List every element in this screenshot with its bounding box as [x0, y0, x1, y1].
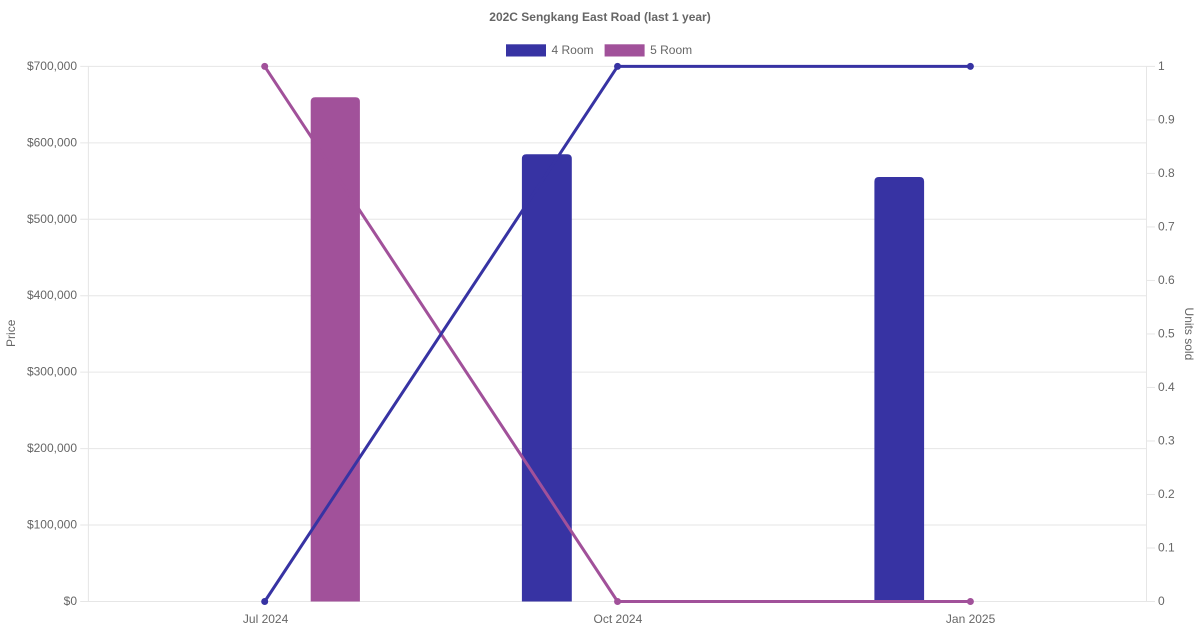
svg-text:4 Room: 4 Room [552, 43, 594, 57]
svg-text:0.3: 0.3 [1158, 433, 1175, 447]
svg-text:$400,000: $400,000 [27, 288, 77, 302]
svg-text:202C Sengkang East Road (last: 202C Sengkang East Road (last 1 year) [489, 10, 710, 24]
svg-text:$500,000: $500,000 [27, 212, 77, 226]
svg-text:1: 1 [1158, 59, 1165, 73]
svg-text:0.5: 0.5 [1158, 326, 1175, 340]
svg-text:Units sold: Units sold [1182, 308, 1196, 361]
svg-text:0.1: 0.1 [1158, 541, 1175, 555]
svg-text:5 Room: 5 Room [650, 43, 692, 57]
svg-text:0.2: 0.2 [1158, 487, 1175, 501]
svg-text:Jul 2024: Jul 2024 [243, 612, 289, 626]
svg-text:$600,000: $600,000 [27, 135, 77, 149]
svg-text:0.4: 0.4 [1158, 380, 1175, 394]
svg-text:0: 0 [1158, 594, 1165, 608]
svg-text:Oct 2024: Oct 2024 [594, 612, 643, 626]
svg-text:$100,000: $100,000 [27, 518, 77, 532]
svg-text:0.6: 0.6 [1158, 273, 1175, 287]
svg-text:Jan 2025: Jan 2025 [946, 612, 996, 626]
svg-text:Price: Price [4, 319, 18, 347]
svg-text:0.7: 0.7 [1158, 219, 1175, 233]
svg-text:$700,000: $700,000 [27, 59, 77, 73]
svg-text:0.8: 0.8 [1158, 166, 1175, 180]
svg-text:0.9: 0.9 [1158, 112, 1175, 126]
svg-text:$200,000: $200,000 [27, 441, 77, 455]
svg-text:$0: $0 [64, 594, 78, 608]
svg-text:$300,000: $300,000 [27, 365, 77, 379]
